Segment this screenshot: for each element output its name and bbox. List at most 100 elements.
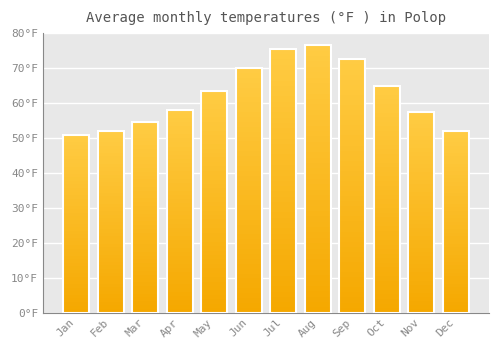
Bar: [442, 309, 468, 313]
Bar: [201, 184, 227, 188]
Bar: [374, 299, 400, 303]
Bar: [374, 181, 400, 186]
Bar: [236, 288, 262, 293]
Bar: [374, 204, 400, 208]
Bar: [339, 292, 365, 298]
Bar: [132, 149, 158, 153]
Bar: [270, 233, 296, 239]
Bar: [236, 225, 262, 230]
Bar: [98, 225, 124, 229]
Bar: [63, 309, 89, 313]
Bar: [201, 158, 227, 162]
Bar: [408, 180, 434, 184]
Bar: [270, 286, 296, 292]
Bar: [166, 142, 192, 147]
Bar: [236, 181, 262, 186]
Bar: [166, 280, 192, 284]
Bar: [166, 138, 192, 142]
Bar: [63, 259, 89, 263]
Bar: [408, 136, 434, 140]
Bar: [339, 130, 365, 135]
Bar: [132, 122, 158, 313]
Bar: [201, 308, 227, 313]
Bar: [304, 131, 330, 136]
Bar: [304, 88, 330, 93]
Bar: [374, 176, 400, 181]
Bar: [236, 269, 262, 273]
Bar: [236, 161, 262, 166]
Bar: [442, 211, 468, 215]
Bar: [442, 215, 468, 218]
Bar: [236, 230, 262, 235]
Bar: [98, 189, 124, 193]
Bar: [374, 86, 400, 313]
Bar: [374, 276, 400, 281]
Bar: [132, 210, 158, 214]
Bar: [236, 98, 262, 103]
Bar: [63, 170, 89, 174]
Bar: [374, 208, 400, 213]
Bar: [98, 204, 124, 207]
Bar: [132, 176, 158, 180]
Bar: [442, 135, 468, 138]
Bar: [166, 167, 192, 171]
Bar: [408, 116, 434, 120]
Bar: [339, 105, 365, 110]
Bar: [339, 60, 365, 313]
Bar: [201, 175, 227, 180]
Bar: [63, 241, 89, 245]
Bar: [270, 212, 296, 218]
Bar: [339, 60, 365, 313]
Bar: [304, 259, 330, 265]
Bar: [201, 91, 227, 95]
Bar: [408, 240, 434, 244]
Bar: [166, 159, 192, 163]
Bar: [201, 237, 227, 241]
Bar: [442, 193, 468, 196]
Bar: [442, 302, 468, 305]
Bar: [236, 234, 262, 239]
Bar: [304, 248, 330, 254]
Bar: [132, 237, 158, 240]
Bar: [339, 216, 365, 222]
Bar: [374, 86, 400, 90]
Bar: [304, 51, 330, 56]
Bar: [304, 93, 330, 99]
Bar: [374, 258, 400, 263]
Bar: [201, 100, 227, 104]
Bar: [63, 263, 89, 266]
Bar: [132, 229, 158, 233]
Bar: [374, 190, 400, 195]
Bar: [270, 118, 296, 123]
Bar: [236, 186, 262, 190]
Bar: [270, 49, 296, 313]
Bar: [304, 291, 330, 296]
Bar: [166, 228, 192, 232]
Bar: [201, 295, 227, 299]
Bar: [408, 120, 434, 124]
Bar: [166, 187, 192, 191]
Bar: [442, 156, 468, 160]
Bar: [166, 175, 192, 179]
Bar: [442, 178, 468, 182]
Bar: [270, 175, 296, 181]
Bar: [408, 128, 434, 132]
Bar: [166, 240, 192, 244]
Bar: [98, 171, 124, 175]
Bar: [132, 244, 158, 248]
Bar: [339, 242, 365, 247]
Bar: [442, 233, 468, 236]
Bar: [236, 141, 262, 146]
Bar: [304, 174, 330, 179]
Bar: [201, 153, 227, 158]
Bar: [63, 167, 89, 170]
Bar: [98, 182, 124, 186]
Bar: [166, 219, 192, 224]
Bar: [236, 112, 262, 117]
Bar: [63, 256, 89, 259]
Bar: [98, 309, 124, 313]
Bar: [132, 248, 158, 252]
Bar: [98, 142, 124, 146]
Bar: [408, 232, 434, 236]
Bar: [132, 156, 158, 160]
